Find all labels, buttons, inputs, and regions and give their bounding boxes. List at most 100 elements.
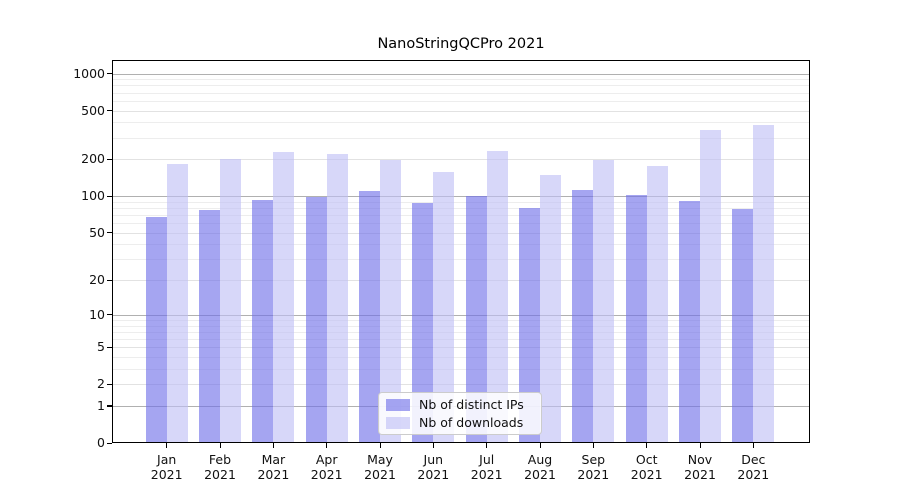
bar-jan-downloads	[166, 164, 188, 443]
y-tick-label: 1000	[73, 65, 105, 81]
x-tick-label: Jan 2021	[150, 452, 183, 482]
y-tick-mark	[107, 158, 112, 161]
bar-jul-downloads	[486, 150, 508, 443]
y-tick-label: 500	[81, 102, 105, 118]
bar-may-distinct-ips	[359, 191, 380, 443]
bar-feb-downloads	[220, 159, 241, 443]
gridline-minor	[113, 338, 809, 340]
gridline-minor	[113, 208, 809, 209]
bar-oct-downloads	[646, 165, 668, 443]
bar-sep-downloads	[593, 159, 615, 443]
x-tick-label: Feb 2021	[204, 452, 236, 482]
x-tick-label: Apr 2021	[310, 452, 343, 482]
y-tick-mark	[107, 73, 112, 75]
gridline-minor	[113, 244, 809, 246]
gridline-minor	[113, 319, 809, 321]
y-tick-label: 100	[81, 188, 105, 204]
gridline	[113, 110, 809, 112]
bar-mar-distinct-ips	[252, 200, 274, 443]
x-tick-mark	[646, 443, 648, 448]
x-tick-label: Dec 2021	[737, 452, 770, 482]
x-tick-label: May 2021	[364, 452, 396, 482]
y-tick-label: 0	[97, 435, 105, 450]
gridline-major	[113, 314, 809, 316]
y-tick-label: 50	[89, 224, 105, 240]
bar-apr-distinct-ips	[305, 197, 327, 443]
x-tick-mark	[219, 443, 221, 448]
x-tick-label: Jul 2021	[470, 452, 503, 482]
legend: Nb of distinct IPs Nb of downloads	[378, 392, 542, 435]
gridline-minor	[113, 325, 809, 327]
x-tick-mark	[166, 443, 168, 448]
gridline-major	[113, 73, 809, 75]
bar-may-downloads	[380, 160, 401, 443]
y-tick-label: 2	[97, 376, 105, 392]
y-tick-mark	[107, 195, 112, 197]
gridline-minor	[113, 356, 809, 358]
bar-jul-distinct-ips	[465, 196, 487, 443]
bar-dec-distinct-ips	[732, 208, 754, 443]
gridline-minor	[113, 223, 809, 225]
gridline-minor	[113, 100, 809, 102]
gridline-minor	[113, 85, 809, 87]
gridline-minor	[113, 259, 809, 261]
y-tick-mark	[107, 110, 112, 112]
gridline-minor	[113, 201, 809, 203]
gridline	[113, 232, 809, 234]
x-tick-mark	[592, 443, 594, 448]
gridline-minor	[113, 79, 809, 81]
gridline-major	[113, 196, 809, 198]
gridline	[113, 347, 809, 349]
x-tick-label: Jun 2021	[417, 452, 450, 482]
x-tick-label: Aug 2021	[524, 452, 556, 482]
y-tick-mark	[107, 383, 112, 385]
bar-jun-downloads	[433, 171, 455, 443]
x-tick-mark	[752, 443, 754, 448]
y-tick-label: 1	[97, 397, 105, 413]
x-tick-mark	[699, 443, 701, 448]
x-tick-label: Sep 2021	[577, 452, 610, 482]
gridline-minor	[113, 368, 809, 370]
y-tick-mark	[107, 314, 112, 316]
bar-aug-distinct-ips	[519, 208, 540, 443]
y-tick-mark	[107, 405, 112, 407]
legend-swatch-downloads	[386, 416, 410, 429]
x-tick-label: Nov 2021	[684, 452, 716, 482]
x-tick-mark	[539, 443, 541, 448]
bar-mar-downloads	[273, 152, 295, 443]
legend-label-downloads: Nb of downloads	[419, 415, 524, 430]
x-tick-mark	[432, 443, 434, 448]
y-tick-mark	[107, 346, 112, 348]
legend-row-downloads: Nb of downloads	[386, 415, 534, 430]
gridline-minor	[113, 331, 809, 333]
y-tick-mark	[107, 442, 112, 444]
bar-jan-distinct-ips	[145, 217, 167, 443]
y-tick-label: 200	[81, 151, 105, 167]
bar-sep-distinct-ips	[572, 190, 594, 443]
y-tick-mark	[107, 279, 112, 281]
gridline-minor	[113, 92, 809, 94]
legend-row-distinct-ips: Nb of distinct IPs	[386, 397, 534, 412]
legend-swatch-distinct-ips	[386, 398, 410, 411]
y-tick-mark	[107, 232, 112, 234]
gridline-minor	[113, 122, 809, 124]
gridline	[113, 280, 809, 282]
bar-feb-distinct-ips	[199, 210, 220, 443]
gridline-minor	[113, 137, 809, 139]
x-tick-mark	[272, 443, 275, 448]
bar-nov-distinct-ips	[679, 201, 700, 443]
x-tick-label: Mar 2021	[257, 452, 290, 482]
x-tick-label: Oct 2021	[630, 452, 663, 482]
y-tick-label: 10	[89, 306, 105, 322]
legend-label-distinct-ips: Nb of distinct IPs	[419, 397, 524, 412]
gridline	[113, 159, 809, 161]
bar-dec-downloads	[753, 124, 775, 443]
x-tick-mark	[326, 443, 328, 448]
y-tick-label: 20	[89, 272, 105, 288]
y-tick-label: 5	[97, 339, 105, 355]
gridline	[113, 384, 809, 386]
bar-oct-distinct-ips	[625, 194, 647, 443]
bar-aug-downloads	[540, 174, 561, 443]
chart-title: NanoStringQCPro 2021	[377, 36, 545, 52]
